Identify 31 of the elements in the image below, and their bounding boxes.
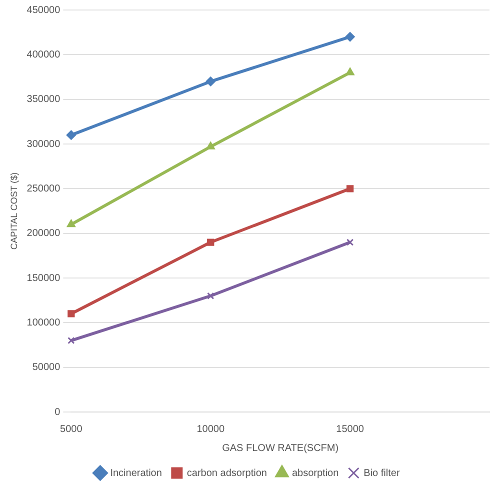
y-tick-label: 150000 <box>26 272 61 284</box>
legend-label: absorption <box>292 468 339 479</box>
point <box>66 220 76 228</box>
y-tick-label: 450000 <box>26 4 61 16</box>
x-axis-title: GAS FLOW RATE(SCFM) <box>222 442 339 454</box>
point <box>206 76 216 86</box>
x-tick-label: 10000 <box>196 424 225 435</box>
point <box>66 130 76 140</box>
x-tick-label: 15000 <box>336 424 364 435</box>
y-axis-title: CAPITAL COST ($) <box>8 172 19 250</box>
legend-label: Bio filter <box>364 468 400 479</box>
point <box>207 238 214 246</box>
point <box>346 238 354 246</box>
y-tick-label: 100000 <box>26 317 61 328</box>
y-tick-label: 300000 <box>26 138 61 150</box>
x-tick-label: 5000 <box>60 424 83 435</box>
y-tick-label: 250000 <box>26 183 61 194</box>
legend-label: carbon adsorption <box>186 468 267 479</box>
y-tick-label: 50000 <box>32 362 61 374</box>
y-tick-label: 0 <box>54 406 61 418</box>
point <box>206 142 215 150</box>
y-tick-label: 200000 <box>26 228 61 240</box>
point <box>68 336 75 344</box>
point <box>345 32 355 42</box>
point <box>207 292 214 300</box>
y-tick-label: 400000 <box>26 49 61 60</box>
legend-label: Incineration <box>110 468 162 479</box>
point <box>346 68 354 76</box>
y-tick-label: 350000 <box>26 94 61 106</box>
point <box>346 185 354 192</box>
point <box>68 310 75 318</box>
